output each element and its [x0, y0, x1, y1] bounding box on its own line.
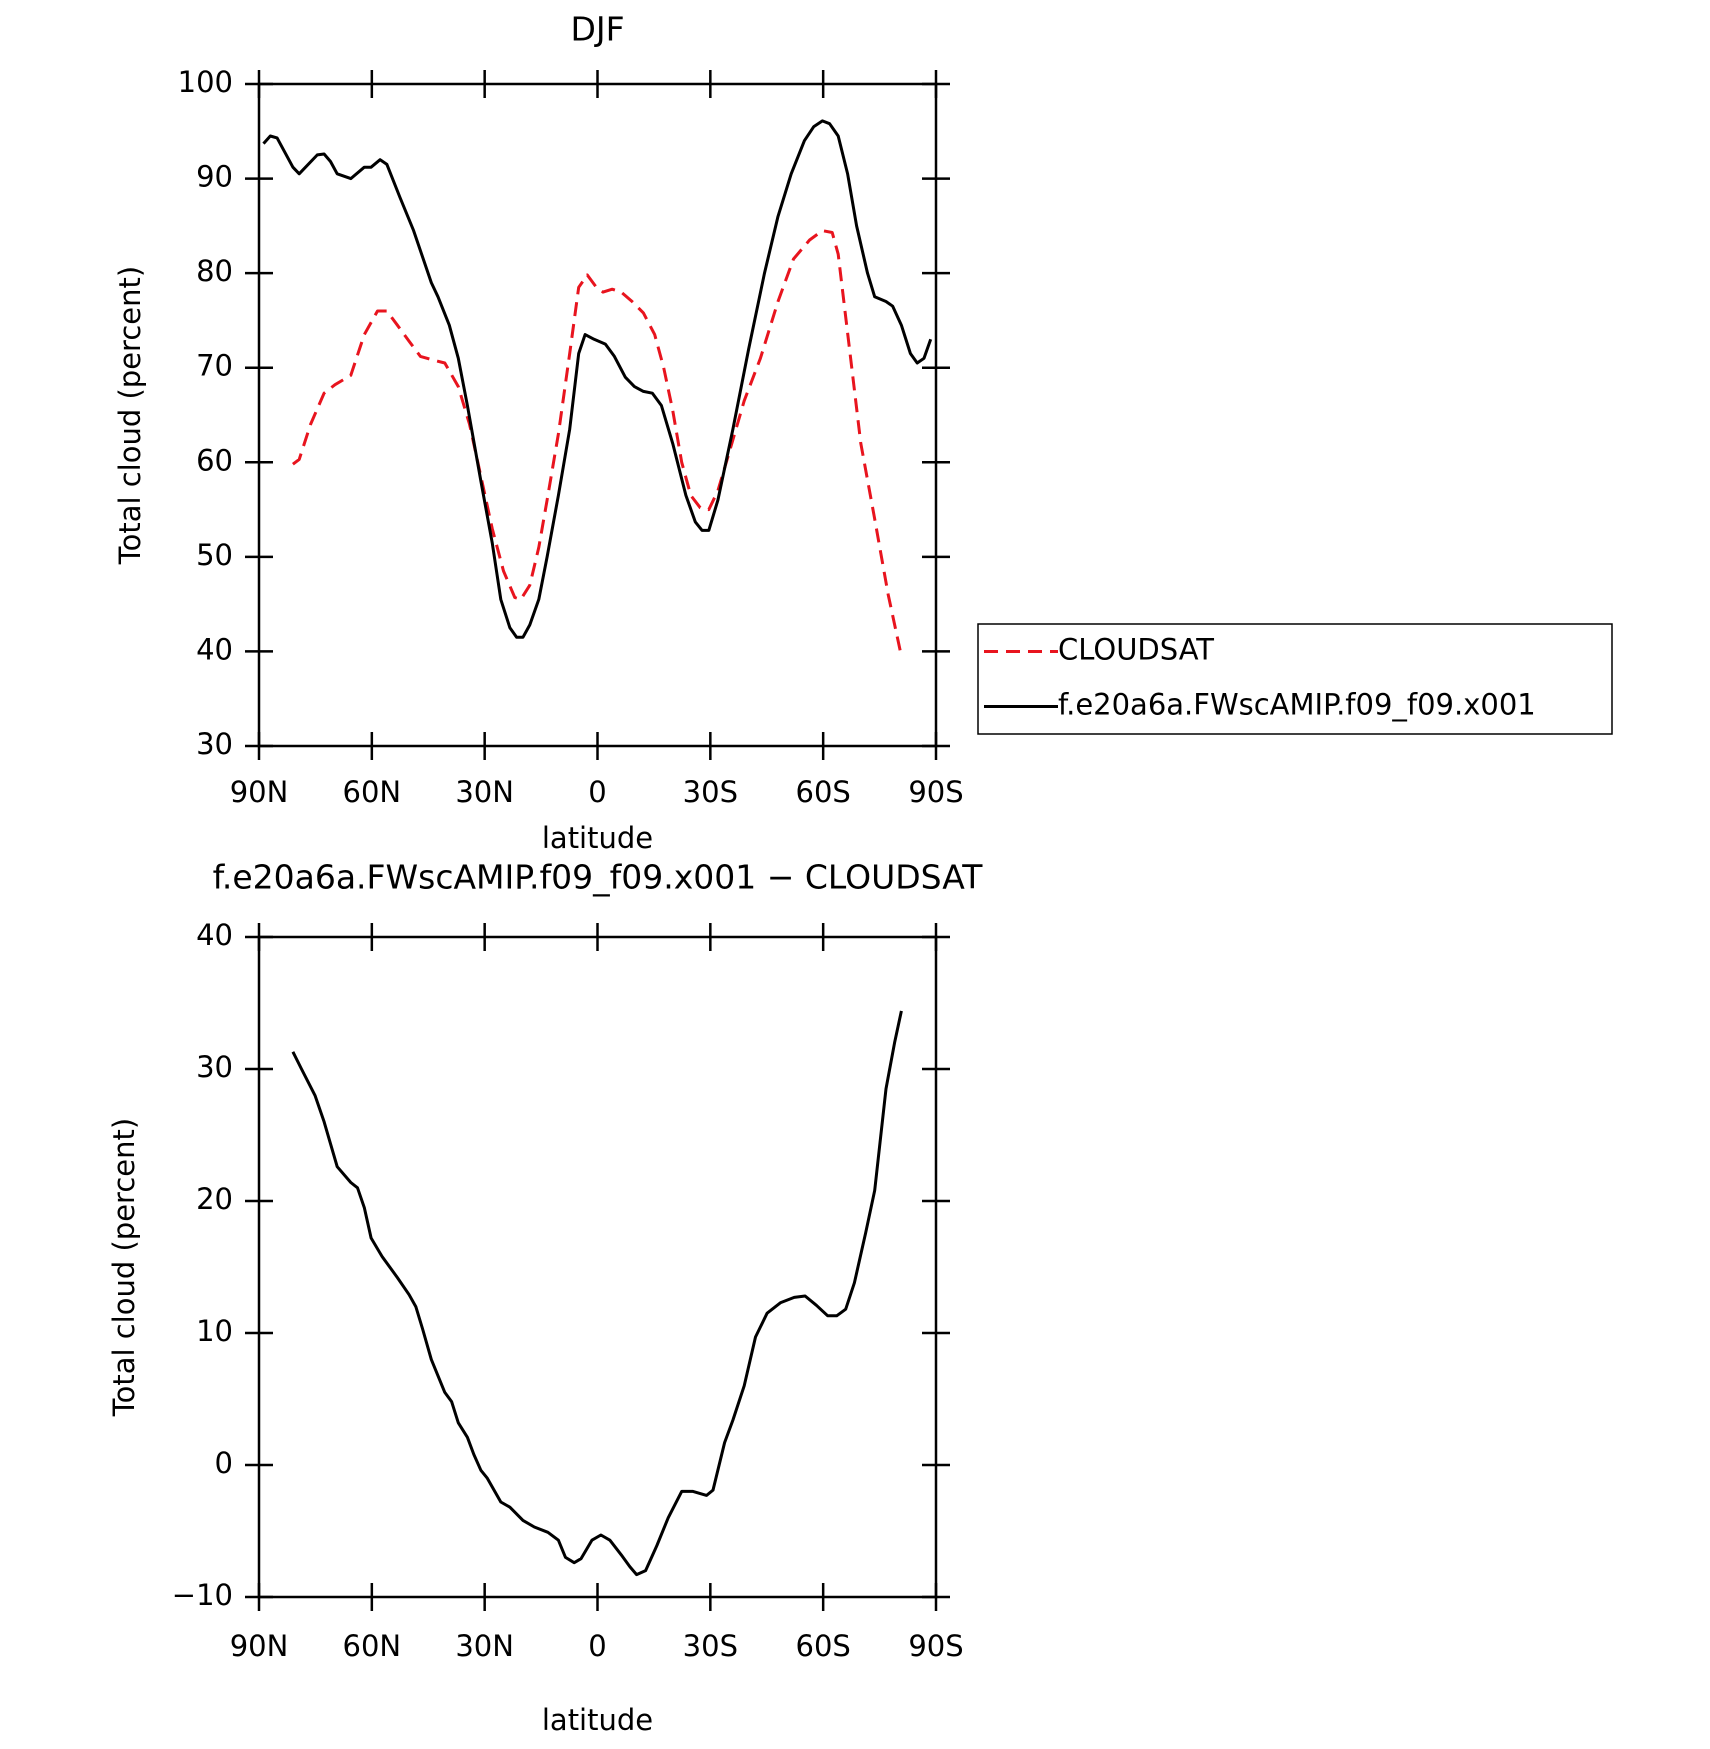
x-tick-label: 60S — [796, 1629, 851, 1663]
y-tick-label: 30 — [196, 727, 233, 761]
y-tick-label: 40 — [196, 632, 233, 666]
chart-title: DJF — [570, 10, 624, 49]
x-tick-label: 60S — [796, 775, 851, 809]
x-axis-label: latitude — [542, 1703, 653, 1737]
x-tick-label: 60N — [343, 1629, 402, 1663]
y-tick-label: 10 — [196, 1314, 233, 1348]
y-tick-label: 70 — [196, 349, 233, 383]
x-tick-label: 60N — [343, 775, 402, 809]
y-axis-label: Total cloud (percent) — [107, 1118, 141, 1417]
x-tick-label: 90S — [908, 775, 963, 809]
legend-label: f.e20a6a.FWscAMIP.f09_f09.x001 — [1058, 688, 1536, 722]
data-line — [291, 1010, 903, 1577]
y-tick-label: 80 — [196, 254, 233, 288]
plot-frame — [257, 935, 938, 1599]
y-tick-label: 60 — [196, 443, 233, 477]
x-tick-label: 30N — [455, 1629, 514, 1663]
x-tick-label: 90N — [230, 1629, 289, 1663]
legend-frame — [977, 623, 1613, 735]
data-line — [291, 229, 903, 657]
x-tick-label: 0 — [588, 775, 606, 809]
y-tick-label: 0 — [215, 1446, 233, 1480]
x-axis-label: latitude — [542, 821, 653, 855]
x-tick-label: 90S — [908, 1629, 963, 1663]
y-tick-label: 100 — [178, 65, 233, 99]
y-tick-label: 30 — [196, 1050, 233, 1084]
plot-frame — [257, 82, 938, 748]
y-tick-label: 90 — [196, 160, 233, 194]
x-tick-label: 30S — [683, 1629, 738, 1663]
x-tick-label: 30S — [683, 775, 738, 809]
y-axis-label: Total cloud (percent) — [113, 266, 147, 565]
legend-label: CLOUDSAT — [1058, 633, 1214, 667]
y-tick-label: 50 — [196, 538, 233, 572]
data-line — [262, 119, 933, 639]
x-tick-label: 30N — [455, 775, 514, 809]
y-tick-label: 20 — [196, 1182, 233, 1216]
chart-title: f.e20a6a.FWscAMIP.f09_f09.x001 − CLOUDSA… — [213, 858, 984, 897]
x-tick-label: 90N — [230, 775, 289, 809]
y-tick-label: −10 — [172, 1578, 233, 1612]
y-tick-label: 40 — [196, 918, 233, 952]
x-tick-label: 0 — [588, 1629, 606, 1663]
